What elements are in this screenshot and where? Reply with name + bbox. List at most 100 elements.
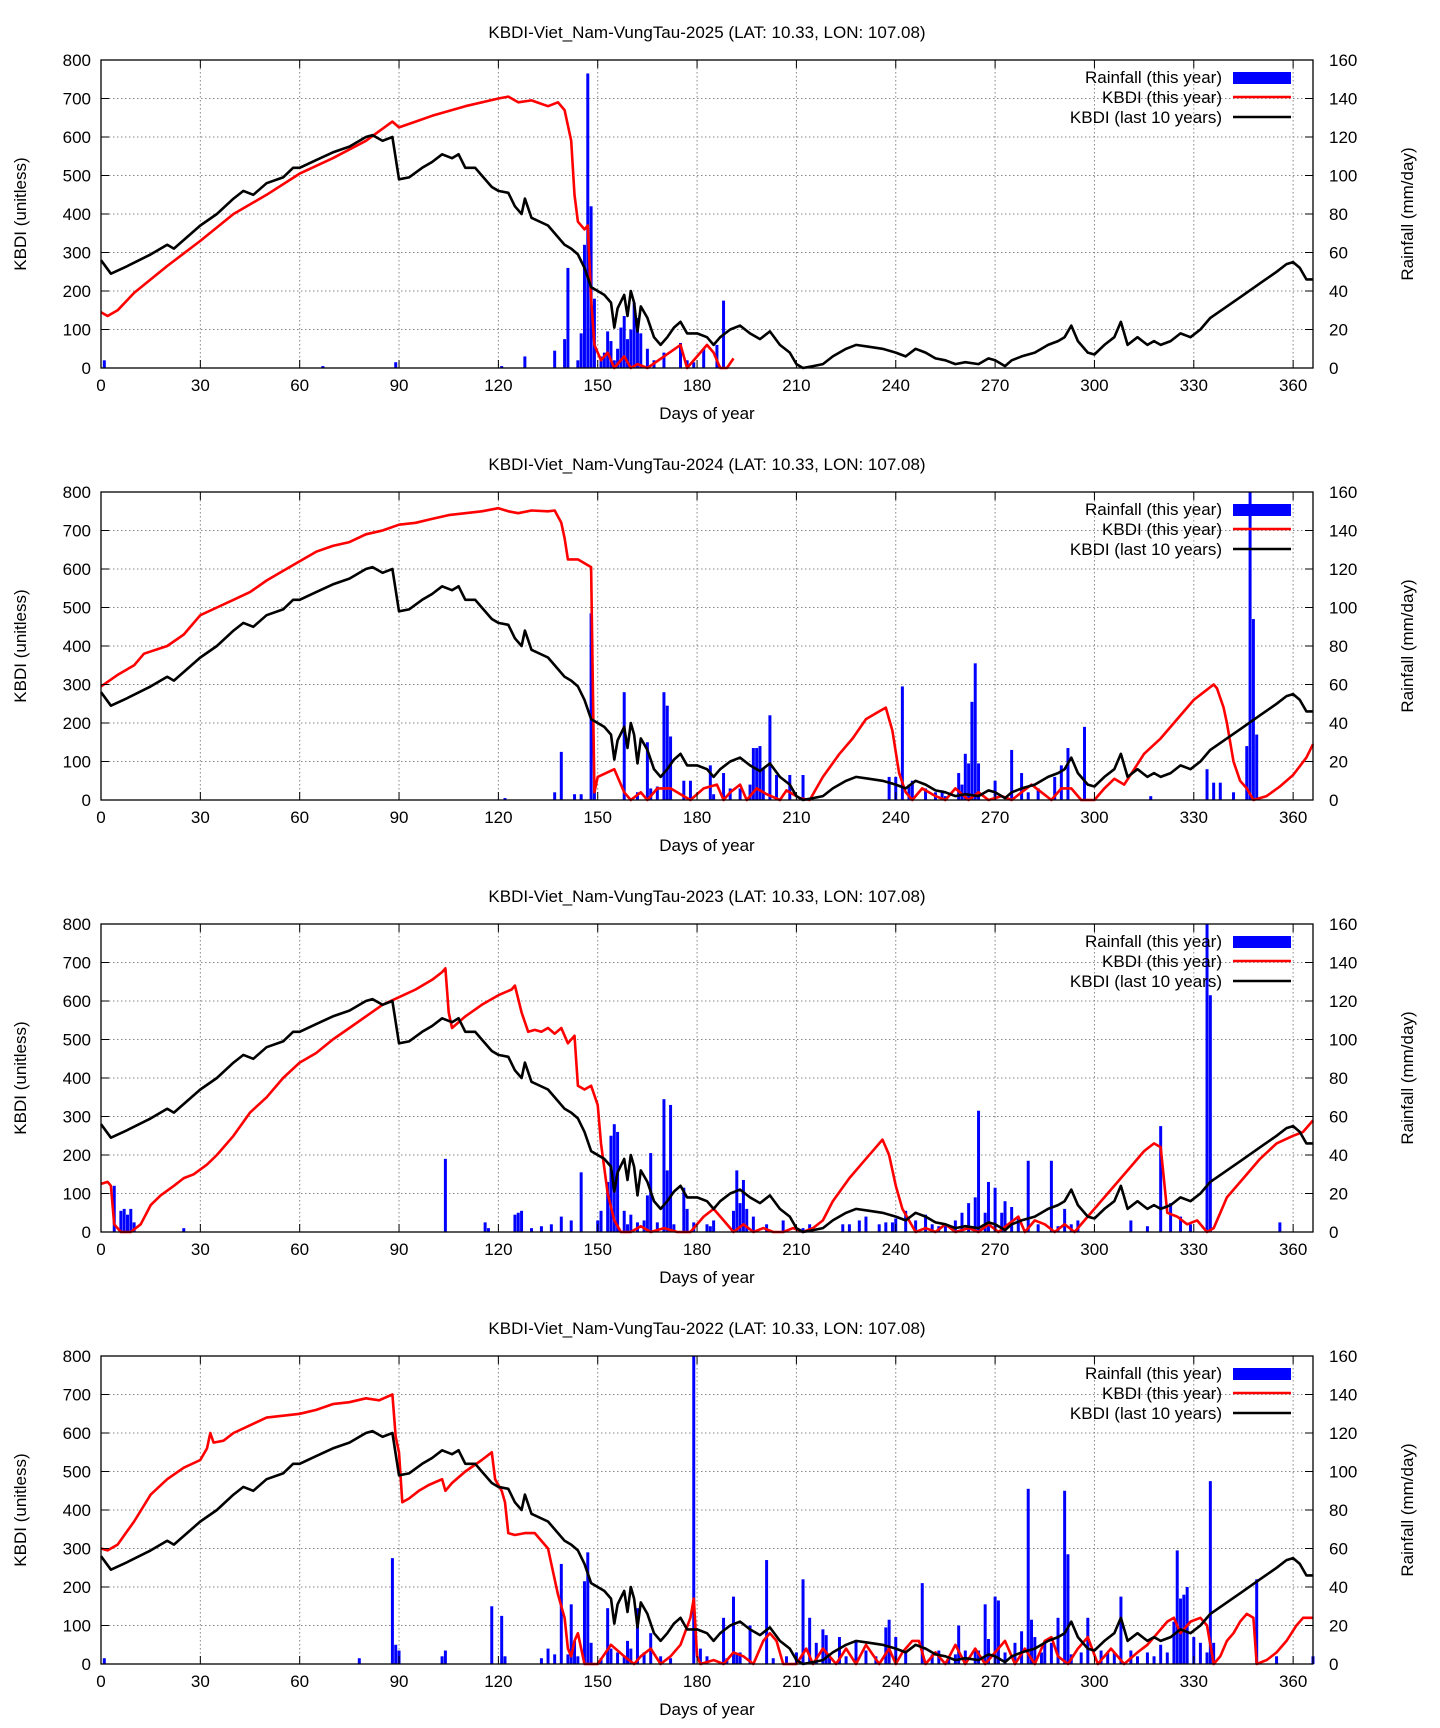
rainfall-bar	[722, 773, 726, 800]
chart-title: KBDI-Viet_Nam-VungTau-2022 (LAT: 10.33, …	[488, 1319, 925, 1338]
y2-tick-label: 140	[1329, 90, 1357, 109]
x-axis-label: Days of year	[659, 404, 755, 423]
y-axis-label: KBDI (unitless)	[11, 1453, 30, 1566]
chart-title: KBDI-Viet_Nam-VungTau-2024 (LAT: 10.33, …	[488, 455, 925, 474]
kbdi-this-year-line	[100, 967, 1314, 1234]
x-tick-label: 240	[882, 376, 910, 395]
rainfall-bar	[960, 784, 964, 800]
kbdi-chart-0: KBDI-Viet_Nam-VungTau-2025 (LAT: 10.33, …	[11, 23, 1417, 423]
x-tick-label: 210	[782, 1672, 810, 1691]
y2-axis-label: Rainfall (mm/day)	[1398, 1011, 1417, 1144]
rainfall-bar	[500, 366, 504, 368]
rainfall-bar	[645, 348, 649, 368]
rainfall-bar	[705, 1656, 709, 1664]
rainfall-bar	[586, 73, 590, 368]
rainfall-bar	[573, 794, 577, 800]
rainfall-bar	[894, 1637, 898, 1664]
rainfall-bar	[1179, 1216, 1183, 1232]
x-tick-label: 300	[1080, 808, 1108, 827]
y-axis-label: KBDI (unitless)	[11, 157, 30, 270]
rainfall-bar	[126, 1214, 129, 1232]
y2-tick-label: 40	[1329, 1146, 1348, 1165]
kbdi-chart-2: KBDI-Viet_Nam-VungTau-2023 (LAT: 10.33, …	[11, 887, 1417, 1287]
rainfall-bar	[632, 302, 636, 368]
rainfall-bar	[579, 794, 583, 800]
rainfall-bar	[645, 1195, 649, 1232]
rainfall-bar	[735, 1654, 739, 1664]
y-tick-label: 400	[63, 205, 91, 224]
rainfall-bar	[490, 1606, 494, 1664]
rainfall-bar	[692, 1356, 696, 1664]
x-tick-label: 0	[96, 1672, 105, 1691]
rainfall-bar	[1066, 748, 1070, 800]
y2-tick-label: 40	[1329, 1578, 1348, 1597]
rainfall-bar	[698, 1648, 702, 1664]
rainfall-bar	[523, 356, 527, 368]
x-tick-label: 180	[683, 808, 711, 827]
rainfall-bar	[682, 780, 686, 800]
rainfall-bar	[1255, 734, 1259, 800]
rainfall-bar	[775, 774, 779, 800]
rainfall-bar	[1010, 1206, 1014, 1232]
rainfall-bar	[1003, 1652, 1007, 1664]
y-tick-label: 0	[82, 791, 91, 810]
rainfall-bar	[1175, 1550, 1179, 1664]
y-axis-label: KBDI (unitless)	[11, 1021, 30, 1134]
rainfall-bar	[559, 1563, 563, 1664]
rainfall-bar	[904, 1652, 908, 1664]
rainfall-bar	[1010, 749, 1014, 800]
rainfall-bar	[1192, 1637, 1196, 1664]
rainfall-bar	[679, 342, 682, 368]
x-tick-label: 60	[290, 376, 309, 395]
legend-label: Rainfall (this year)	[1085, 932, 1222, 951]
rainfall-bar	[688, 780, 692, 800]
chart-title: KBDI-Viet_Nam-VungTau-2023 (LAT: 10.33, …	[488, 887, 925, 906]
rainfall-bar	[662, 692, 666, 800]
rainfall-bar	[702, 348, 706, 368]
rainfall-bar	[751, 1216, 755, 1232]
y2-tick-label: 120	[1329, 560, 1357, 579]
rainfall-bar	[1255, 1579, 1259, 1664]
rainfall-bar	[884, 1222, 888, 1232]
y2-tick-label: 0	[1329, 1655, 1338, 1674]
x-tick-label: 300	[1080, 1672, 1108, 1691]
y-tick-label: 600	[63, 1424, 91, 1443]
rainfall-bar	[622, 316, 626, 368]
x-axis-label: Days of year	[659, 836, 755, 855]
legend-label: KBDI (this year)	[1102, 520, 1222, 539]
rainfall-bar	[602, 352, 606, 368]
y2-tick-label: 20	[1329, 321, 1348, 340]
y-tick-label: 200	[63, 1578, 91, 1597]
y-tick-label: 400	[63, 1069, 91, 1088]
rainfall-bar	[738, 788, 742, 800]
rainfall-bar	[553, 792, 557, 800]
rainfall-bar	[619, 327, 623, 368]
y2-tick-label: 40	[1329, 714, 1348, 733]
rainfall-bar	[824, 1635, 828, 1664]
x-tick-label: 210	[782, 376, 810, 395]
x-tick-label: 330	[1180, 1240, 1208, 1259]
y-axis-label: KBDI (unitless)	[11, 589, 30, 702]
x-tick-label: 150	[584, 376, 612, 395]
rainfall-bar	[768, 715, 772, 800]
rainfall-bar	[890, 1222, 894, 1232]
y-tick-label: 500	[63, 599, 91, 618]
rainfall-bar	[1030, 1619, 1034, 1664]
y2-tick-label: 60	[1329, 244, 1348, 263]
x-tick-label: 360	[1279, 1240, 1307, 1259]
legend-label: KBDI (last 10 years)	[1070, 540, 1222, 559]
x-tick-label: 240	[882, 1672, 910, 1691]
kbdi-this-year-line	[100, 95, 735, 370]
rainfall-bar	[609, 341, 613, 368]
rainfall-bar	[669, 1104, 673, 1232]
rainfall-bar	[616, 1652, 620, 1664]
y2-tick-label: 80	[1329, 1069, 1348, 1088]
rainfall-bar	[1003, 1201, 1007, 1232]
rainfall-bar	[629, 329, 633, 368]
legend: Rainfall (this year)KBDI (this year)KBDI…	[1070, 500, 1291, 559]
rainfall-bar	[1043, 1642, 1047, 1664]
y-tick-label: 0	[82, 359, 91, 378]
x-tick-label: 180	[683, 1240, 711, 1259]
rainfall-bar	[1251, 619, 1255, 800]
rainfall-bar	[1245, 746, 1249, 800]
